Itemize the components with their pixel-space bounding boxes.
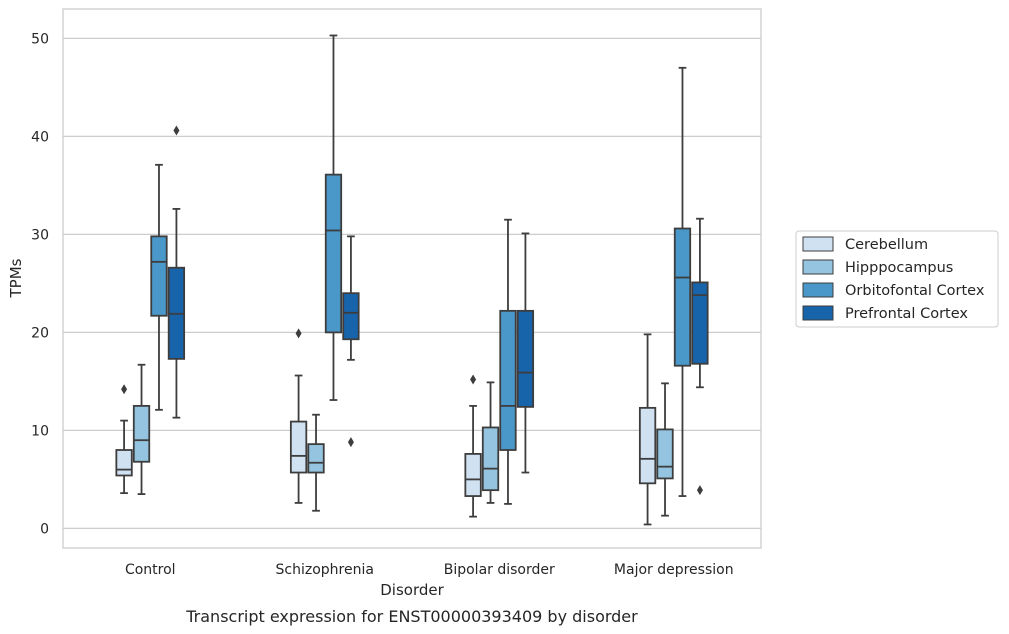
x-axis-label: Disorder (380, 581, 444, 599)
chart-caption: Transcript expression for ENST0000039340… (185, 607, 638, 626)
outlier-point (121, 384, 128, 395)
x-tick-labels: Control Schizophrenia Bipolar disorder Majo… (125, 562, 734, 578)
box-iqr (289, 420, 308, 474)
box (307, 413, 325, 512)
legend-swatch (802, 282, 834, 298)
box-iqr (115, 449, 133, 477)
box-iqr (656, 428, 674, 480)
x-tick-label: Control (125, 562, 176, 578)
x-tick-label: Bipolar disorder (444, 562, 555, 578)
y-axis-label: TPMs (7, 258, 25, 298)
outlier-point (347, 437, 354, 448)
y-tick-label: 40 (31, 129, 49, 145)
legend-label: Cerebellum (845, 237, 928, 253)
box (656, 382, 674, 517)
outlier-point (470, 374, 477, 385)
legend-swatch (802, 236, 834, 252)
box (115, 384, 133, 495)
box-iqr (150, 235, 168, 317)
legend: Cerebellum Hipppocampus Orbitofontal Corte… (795, 230, 999, 328)
box (481, 381, 500, 504)
box-iqr (342, 292, 360, 341)
box-iqr (638, 406, 657, 485)
outlier-point (696, 485, 703, 496)
x-tick-label: Schizophrenia (276, 562, 374, 578)
box-iqr (481, 426, 500, 492)
legend-label: Orbitofontal Cortex (845, 283, 985, 299)
box (673, 66, 692, 497)
box-iqr (307, 443, 325, 474)
box (132, 363, 151, 496)
box-iqr (673, 227, 692, 367)
box (167, 125, 186, 419)
y-tick-label: 20 (31, 325, 49, 341)
box (289, 328, 308, 504)
plot-background (63, 9, 761, 548)
box-iqr (132, 404, 151, 463)
y-tick-label: 50 (31, 31, 49, 47)
box-iqr (499, 309, 517, 451)
y-tick-label: 10 (31, 423, 49, 439)
x-tick-label: Major depression (614, 562, 734, 578)
box (150, 163, 168, 411)
box (499, 218, 517, 505)
y-tick-label: 0 (40, 521, 49, 537)
legend-swatch (802, 259, 834, 275)
box (691, 217, 709, 496)
box-iqr (324, 173, 343, 334)
boxes-layer (115, 34, 709, 526)
plot-frame (62, 8, 762, 549)
legend-label: Prefrontal Cortex (845, 306, 968, 322)
outlier-point (173, 125, 180, 136)
box (342, 235, 360, 448)
box-iqr (691, 281, 709, 365)
outlier-point (295, 328, 302, 339)
box (324, 34, 343, 401)
legend-frame (795, 230, 999, 328)
legend-label: Hipppocampus (845, 260, 953, 276)
box (464, 374, 482, 518)
y-tick-label: 30 (31, 227, 49, 243)
box-iqr (516, 309, 535, 408)
box (516, 232, 535, 474)
legend-swatch (802, 305, 834, 321)
box (638, 333, 657, 526)
box-iqr (464, 453, 482, 497)
y-tick-labels: 0 10 20 30 40 50 (31, 31, 49, 537)
